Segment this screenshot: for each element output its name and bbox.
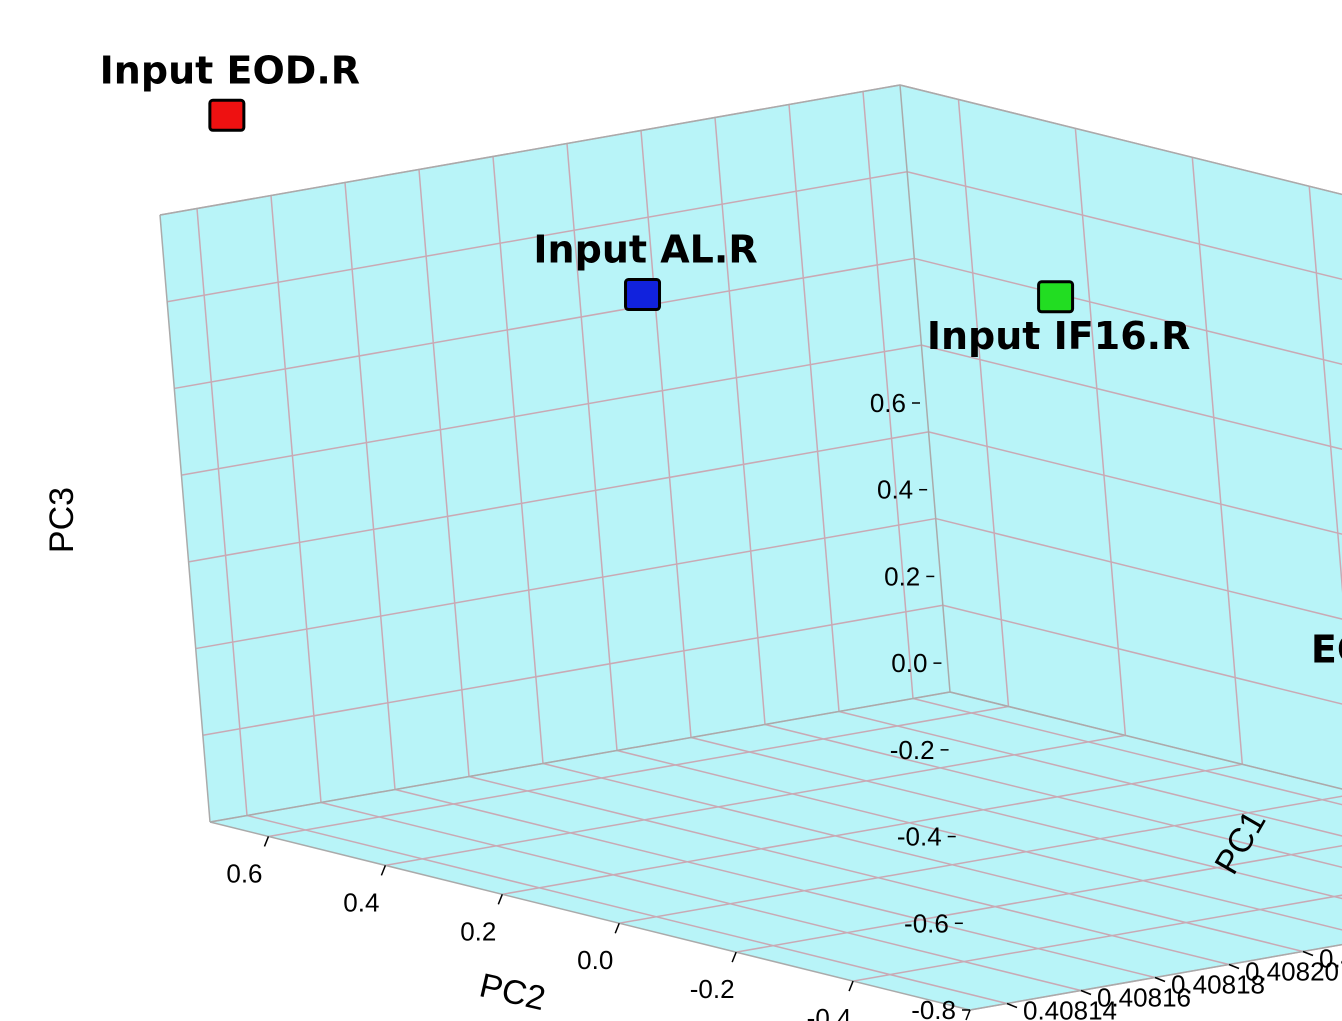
point-label: EOD.R	[1311, 627, 1342, 671]
grid-line-pc2-wall	[957, 99, 1010, 707]
frame-edge	[159, 84, 901, 216]
grid-line-pc2-floor	[502, 763, 1243, 896]
chart-panes	[160, 85, 1342, 1010]
axis-ticks: -0.8 -0.6 -0.4 -0.2 0.0 0.2 0.4 0.6 0.6 0.4 0.2 0.0…	[226, 388, 1342, 1021]
grid-line-pc2-floor	[736, 844, 1342, 953]
grid-line-pc3-left	[167, 170, 908, 303]
pc2-tick	[263, 836, 270, 847]
grid-line-pc1-floor	[468, 775, 1230, 966]
pc2-tick	[614, 922, 620, 934]
grid-line-pc2-wall	[1191, 157, 1244, 765]
point-label: Input AL.R	[533, 228, 757, 272]
grid-line-pc1-floor	[912, 697, 1342, 806]
pc1-tick-label: 0.40814	[1023, 996, 1117, 1021]
pc1-tick	[1228, 963, 1240, 970]
grid-line-pc3-left	[174, 257, 915, 390]
grid-line-pc3-right	[928, 431, 1342, 535]
pc2-tick	[380, 865, 387, 876]
grid-line-pc2-floor	[852, 894, 1342, 982]
chart-grid	[159, 84, 1342, 1011]
pc3-tick-label: 0.2	[884, 561, 920, 591]
pc1-tick	[1006, 1002, 1018, 1009]
pc3-tick-label: -0.6	[904, 908, 949, 938]
grid-line-pc1-floor	[690, 736, 1342, 900]
grid-line-pc1-floor	[838, 710, 1342, 837]
point-marker-square	[624, 278, 662, 312]
grid-line-pc1-floor	[764, 723, 1342, 869]
grid-line-pc2-floor	[385, 734, 1126, 867]
pc2-tick-label: 0.4	[343, 887, 379, 917]
frame-edge	[209, 821, 971, 1011]
pc3-tick-label: 0.4	[877, 475, 913, 505]
pc1-tick-label: 0.40822	[1319, 944, 1342, 974]
point-marker-square	[208, 98, 246, 132]
point-label: Input IF16.R	[927, 314, 1191, 358]
point-marker-square	[1037, 280, 1075, 314]
grid-line-pc1-floor	[320, 801, 1082, 992]
pc2-tick-label: -0.2	[690, 974, 735, 1004]
grid-line-pc3-left	[202, 604, 943, 737]
pc2-tick-label: 0.2	[460, 916, 496, 946]
grid-line-pc1-wall	[640, 130, 692, 738]
grid-line-pc1-wall	[492, 156, 544, 764]
pc1-tick	[1080, 989, 1092, 996]
grid-line-pc3-left	[188, 431, 929, 563]
floor-pane	[210, 692, 1342, 1010]
frame-edge	[209, 691, 951, 823]
pc1-tick	[1302, 950, 1314, 957]
frame-edge	[949, 691, 1342, 790]
grid-line-pc1-wall	[418, 169, 470, 777]
grid-line-pc3-right	[921, 344, 1342, 450]
grid-line-pc1-wall	[714, 117, 766, 725]
frame-edge	[899, 84, 951, 693]
pc2-tick	[731, 951, 737, 963]
frame-edge	[159, 214, 211, 823]
grid-line-pc1-floor	[616, 749, 1342, 931]
pc2-tick	[848, 980, 854, 992]
pc3-tick-label: -0.4	[897, 822, 942, 852]
grid-line-pc3-right	[942, 604, 1342, 705]
grid-line-pc3-right	[935, 517, 1342, 620]
chart-frame	[159, 84, 1342, 1011]
point-label: Input EOD.R	[100, 48, 360, 92]
grid-line-pc1-wall	[344, 182, 396, 790]
left-back-pane	[160, 85, 950, 822]
pc3-axis-title: PC3	[43, 487, 81, 553]
pc2-axis-title: PC2	[476, 966, 549, 1018]
grid-line-pc1-wall	[788, 104, 840, 712]
pc2-tick-label: 0.6	[226, 858, 262, 888]
grid-line-pc2-wall	[1308, 186, 1342, 594]
pc2-tick	[965, 1009, 971, 1021]
pc3-tick-label: 0.6	[870, 388, 906, 418]
frame-edge	[969, 943, 1342, 1011]
pc3-tick-label: -0.2	[890, 735, 935, 765]
grid-line-pc1-wall	[270, 195, 322, 803]
pc1-tick-label: 0.40818	[1171, 970, 1265, 1000]
pc1-tick-label: 0.40816	[1097, 983, 1191, 1013]
pc2-tick-label: -0.4	[807, 1003, 852, 1021]
grid-line-pc1-floor	[542, 762, 1304, 953]
right-back-pane	[900, 85, 1342, 789]
grid-line-pc1-wall	[196, 208, 248, 816]
grid-line-pc1-wall	[862, 91, 914, 699]
grid-line-pc3-right	[906, 170, 1342, 281]
grid-line-pc1-floor	[246, 814, 1008, 1005]
pc3-tick-label: -0.8	[911, 995, 956, 1021]
pc2-tick	[497, 894, 504, 905]
grid-line-pc1-wall	[566, 143, 618, 751]
pc1-tick-label: 0.40820	[1245, 957, 1339, 987]
grid-line-pc3-left	[195, 517, 936, 650]
pc1-tick	[1154, 976, 1166, 983]
grid-line-pc3-left	[181, 344, 922, 476]
pc3-tick-label: 0.0	[891, 648, 927, 678]
frame-edge	[899, 84, 1342, 196]
pc2-tick-label: 0.0	[577, 945, 613, 975]
grid-line-pc2-wall	[1074, 128, 1127, 736]
grid-line-pc2-floor	[619, 795, 1342, 924]
grid-line-pc2-floor	[268, 705, 1009, 838]
grid-line-pc1-floor	[394, 788, 1156, 979]
